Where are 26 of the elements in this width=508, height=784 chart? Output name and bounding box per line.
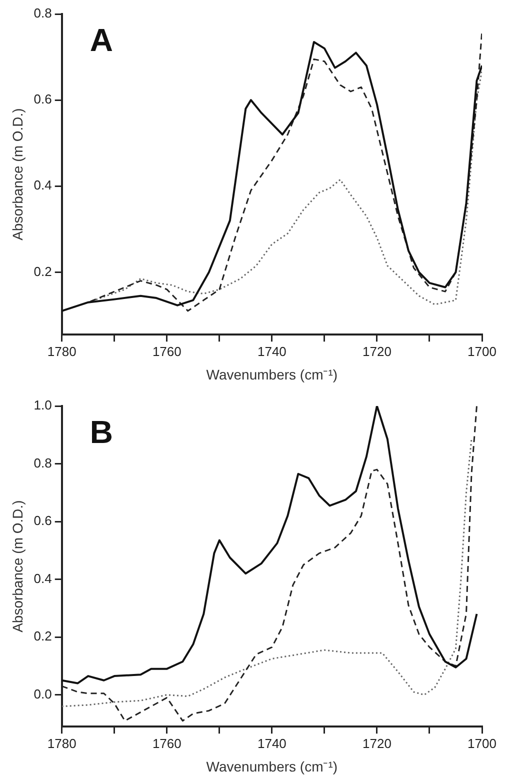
y-tick-label: 0.4 bbox=[34, 178, 52, 193]
x-tick-label: 1700 bbox=[468, 344, 496, 359]
x-tick-label: 1700 bbox=[468, 736, 496, 751]
y-tick-label: 0.8 bbox=[34, 455, 52, 470]
x-tick-label: 1740 bbox=[257, 736, 286, 751]
y-axis-title: Absorbance (m O.D.) bbox=[9, 500, 26, 632]
x-tick-label: 1760 bbox=[152, 344, 182, 359]
x-axis-title: Wavenumbers (cm⁻¹) bbox=[206, 366, 338, 382]
x-tick-label: 1740 bbox=[257, 344, 286, 359]
y-tick-label: 0.6 bbox=[34, 513, 52, 528]
y-tick-label: 1.0 bbox=[34, 398, 52, 413]
x-tick-label: 1720 bbox=[362, 344, 392, 359]
x-axis-title: Wavenumbers (cm⁻¹) bbox=[206, 758, 338, 774]
y-tick-label: 0.8 bbox=[34, 6, 52, 21]
x-tick-label: 1720 bbox=[362, 736, 392, 751]
y-tick-label: 0.6 bbox=[34, 92, 52, 107]
y-tick-label: 0.2 bbox=[34, 628, 52, 644]
y-tick-label: 0.0 bbox=[34, 686, 52, 702]
y-tick-label: 0.2 bbox=[34, 264, 52, 279]
annotation: A bbox=[90, 22, 113, 58]
y-axis-title: Absorbance (m O.D.) bbox=[9, 108, 26, 240]
x-tick-label: 1760 bbox=[152, 736, 182, 751]
x-tick-label: 1780 bbox=[47, 736, 76, 751]
annotation: B bbox=[90, 414, 113, 450]
y-tick-label: 0.4 bbox=[34, 570, 52, 586]
x-tick-label: 1780 bbox=[47, 344, 76, 359]
